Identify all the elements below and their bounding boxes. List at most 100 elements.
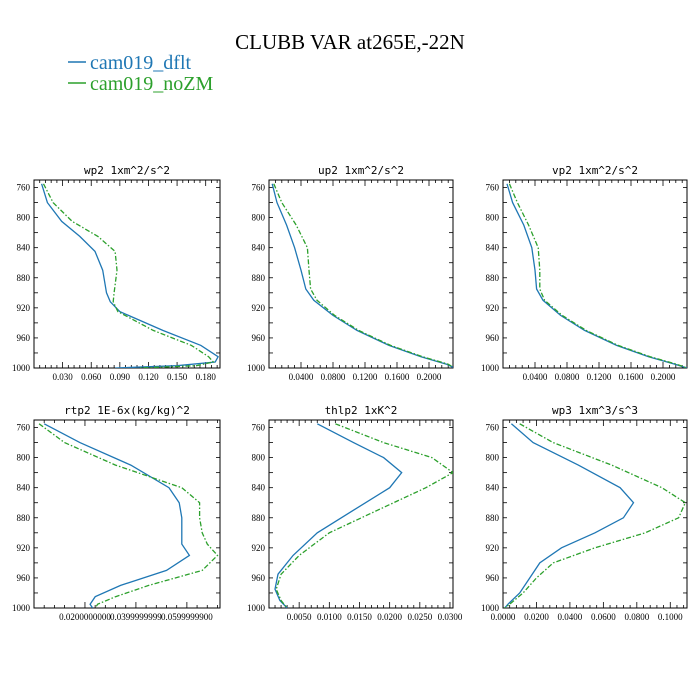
subplot-title: vp2 1xm^2/s^2	[552, 164, 638, 177]
y-tick-label: 800	[17, 213, 31, 223]
y-tick-label: 920	[252, 543, 266, 553]
x-tick-label: 0.090	[110, 372, 131, 382]
y-tick-label: 1000	[12, 363, 31, 373]
y-tick-label: 800	[486, 453, 500, 463]
x-tick-label: 0.0050	[287, 612, 312, 622]
y-tick-label: 920	[252, 303, 266, 313]
x-tick-label: 0.0200	[524, 612, 549, 622]
x-tick-label: 0.2000	[651, 372, 676, 382]
legend-label-nozm: cam019_noZM	[90, 73, 214, 95]
series-line-dflt	[43, 423, 191, 608]
y-tick-label: 880	[17, 513, 31, 523]
x-tick-label: 0.060	[81, 372, 102, 382]
x-tick-label: 0.1600	[619, 372, 644, 382]
y-tick-label: 960	[486, 573, 500, 583]
series-line-dflt	[271, 183, 453, 368]
y-tick-label: 1000	[247, 603, 266, 613]
y-tick-label: 880	[252, 273, 266, 283]
x-tick-label: 0.180	[196, 372, 217, 382]
y-tick-label: 920	[486, 543, 500, 553]
subplot-1: wp2 1xm^2/s^2 760 800 840 880 920 960 1000 0.030…	[12, 164, 221, 382]
plot-frame	[268, 419, 454, 609]
y-tick-label: 960	[17, 573, 31, 583]
x-tick-label: 0.0150	[347, 612, 372, 622]
y-tick-label: 840	[252, 243, 266, 253]
subplot-title: thlp2 1xK^2	[325, 404, 398, 417]
plot-frame	[33, 419, 221, 609]
y-tick-label: 760	[252, 423, 266, 433]
x-tick-label: 0.2000	[417, 372, 442, 382]
y-tick-label: 760	[486, 423, 500, 433]
plot-frame	[502, 419, 688, 609]
subplot-title: rtp2 1E-6x(kg/kg)^2	[64, 404, 190, 417]
legend-label-dflt: cam019_dflt	[90, 52, 192, 74]
y-tick-label: 1000	[481, 603, 500, 613]
x-tick-label: 0.0400	[289, 372, 314, 382]
x-tick-label: 0.1200	[353, 372, 378, 382]
x-tick-label: 0.120	[138, 372, 159, 382]
y-tick-label: 880	[17, 273, 31, 283]
y-tick-label: 1000	[481, 363, 500, 373]
series-line-dflt	[504, 423, 635, 608]
series-line-nozm	[273, 183, 453, 368]
plot-frame	[33, 179, 221, 369]
x-tick-label: 0.0400	[558, 612, 583, 622]
y-tick-label: 840	[486, 243, 500, 253]
y-tick-label: 960	[17, 333, 31, 343]
panels: wp2 1xm^2/s^2 760 800 840 880 920 960 1000 0.030…	[12, 164, 688, 622]
x-tick-label: 0.0100	[317, 612, 342, 622]
plot-frame	[268, 179, 454, 369]
x-tick-label: 0.0800	[624, 612, 649, 622]
y-tick-label: 760	[17, 423, 31, 433]
subplot-title: wp2 1xm^2/s^2	[84, 164, 170, 177]
subplot-title: wp3 1xm^3/s^3	[552, 404, 638, 417]
series-line-nozm	[504, 423, 687, 608]
x-tick-label: 0.1600	[385, 372, 410, 382]
x-tick-label: 0.0200000000	[59, 612, 111, 622]
legend: cam019_dflt cam019_noZM	[68, 52, 214, 95]
y-tick-label: 840	[17, 243, 31, 253]
y-tick-label: 960	[486, 333, 500, 343]
series-line-nozm	[42, 183, 215, 368]
x-tick-label: 0.0250	[407, 612, 432, 622]
y-tick-label: 960	[252, 573, 266, 583]
y-tick-label: 840	[486, 483, 500, 493]
y-tick-label: 880	[252, 513, 266, 523]
y-tick-label: 840	[17, 483, 31, 493]
y-tick-label: 760	[17, 183, 31, 193]
series-line-dflt	[40, 183, 219, 368]
x-tick-label: 0.1200	[587, 372, 612, 382]
y-tick-label: 1000	[247, 363, 266, 373]
y-tick-label: 960	[252, 333, 266, 343]
x-tick-label: 0.030	[52, 372, 73, 382]
x-tick-label: 0.0599999900	[161, 612, 213, 622]
x-tick-label: 0.150	[167, 372, 188, 382]
y-tick-label: 1000	[12, 603, 31, 613]
y-tick-label: 760	[252, 183, 266, 193]
y-tick-label: 920	[486, 303, 500, 313]
x-tick-label: 0.0800	[555, 372, 580, 382]
subplot-6: wp3 1xm^3/s^3 760 800 840 880 920 960 10000.000…	[481, 404, 688, 622]
x-tick-label: 0.0300	[438, 612, 463, 622]
x-tick-label: 0.0000	[491, 612, 516, 622]
x-tick-label: 0.0200	[377, 612, 402, 622]
y-tick-label: 800	[17, 453, 31, 463]
x-tick-label: 0.0400	[523, 372, 548, 382]
y-tick-label: 920	[17, 303, 31, 313]
x-tick-label: 0.1000	[658, 612, 683, 622]
y-tick-label: 800	[486, 213, 500, 223]
y-tick-label: 840	[252, 483, 266, 493]
series-line-nozm	[38, 423, 219, 608]
subplot-4: rtp2 1E-6x(kg/kg)^2 760 800 840 880 920 960 100…	[12, 404, 221, 622]
subplot-3: vp2 1xm^2/s^2 760 800 840 880 920 960 1000 0.040…	[481, 164, 688, 382]
series-line-nozm	[508, 183, 687, 368]
y-tick-label: 800	[252, 213, 266, 223]
x-tick-label: 0.0600	[591, 612, 616, 622]
plot-frame	[502, 179, 688, 369]
subplot-2: up2 1xm^2/s^2 760 800 840 880 920 960 1000 0.040…	[247, 164, 454, 382]
x-tick-label: 0.0399999999	[110, 612, 162, 622]
y-tick-label: 800	[252, 453, 266, 463]
series-line-nozm	[275, 423, 453, 608]
y-tick-label: 880	[486, 513, 500, 523]
